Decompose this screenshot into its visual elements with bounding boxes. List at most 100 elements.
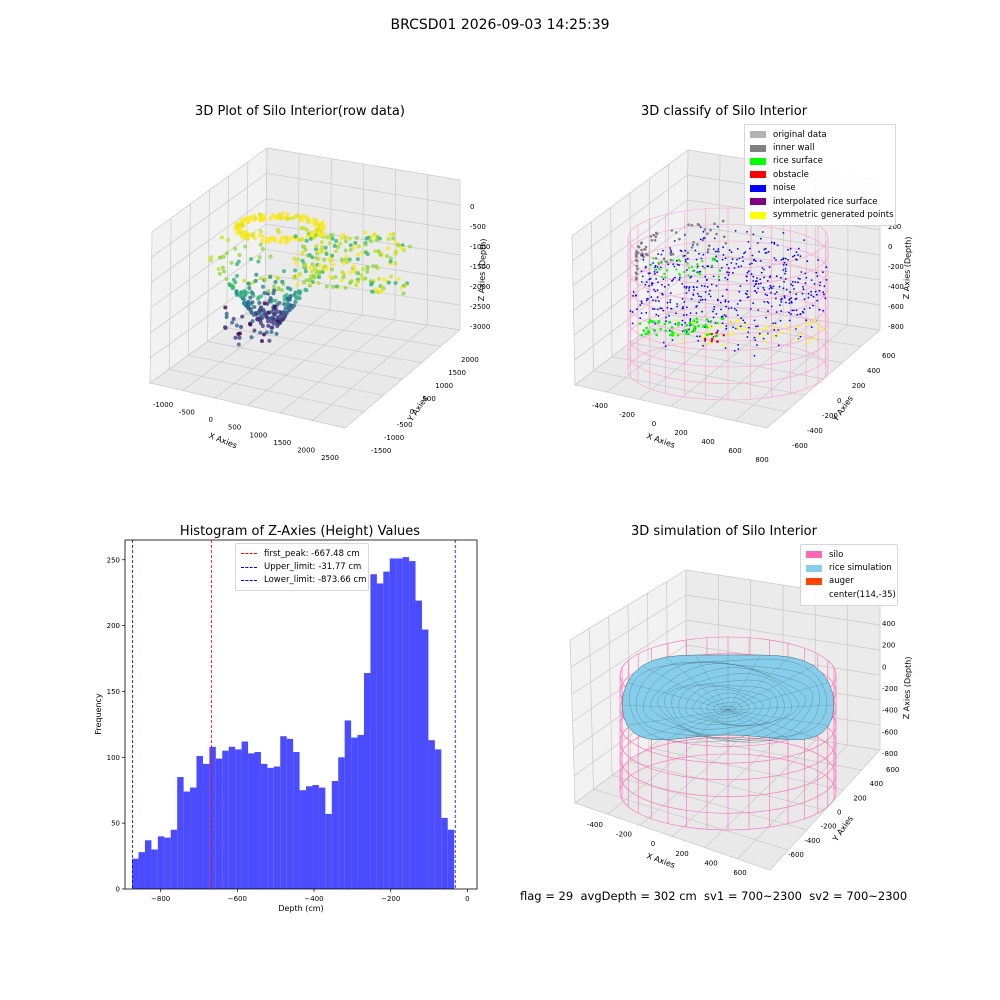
- surface-mesh-line: [678, 684, 778, 726]
- data-point: [725, 327, 728, 330]
- data-point: [649, 272, 651, 274]
- data-point: [765, 327, 768, 331]
- data-point: [719, 301, 722, 304]
- data-point: [655, 278, 657, 280]
- data-point: [698, 301, 700, 304]
- data-point: [287, 235, 292, 240]
- data-point: [351, 264, 356, 269]
- data-point: [674, 231, 678, 234]
- data-point: [685, 314, 688, 316]
- data-point: [794, 281, 797, 283]
- data-point: [669, 292, 672, 294]
- data-point: [278, 240, 283, 245]
- data-point: [681, 340, 684, 343]
- z-tick-label: -800: [888, 323, 904, 331]
- data-point: [260, 339, 264, 343]
- data-point: [756, 325, 759, 328]
- data-point: [671, 280, 673, 282]
- x-tick-label: -400: [587, 821, 603, 829]
- data-point: [816, 323, 819, 326]
- data-point: [267, 338, 272, 343]
- data-point: [344, 254, 349, 259]
- data-point: [689, 312, 692, 314]
- data-point: [224, 277, 229, 281]
- hist-ylabel: Frequency: [94, 693, 103, 735]
- data-point: [744, 251, 747, 254]
- data-point: [353, 240, 358, 245]
- data-point: [301, 216, 306, 221]
- data-point: [304, 278, 309, 283]
- data-point: [725, 315, 727, 318]
- data-point: [219, 235, 224, 240]
- data-point: [668, 315, 670, 317]
- surface-mesh-line: [665, 657, 729, 711]
- x-tick-label: −800: [151, 895, 170, 903]
- data-point: [714, 322, 717, 324]
- data-point: [237, 253, 242, 257]
- legend-line: [241, 566, 257, 568]
- data-point: [251, 213, 256, 218]
- data-point: [282, 314, 287, 319]
- data-point: [693, 325, 697, 329]
- legend-entry: noise: [750, 182, 890, 195]
- y-tick-label: 100: [107, 754, 120, 762]
- data-point: [670, 307, 673, 310]
- data-point: [759, 278, 762, 281]
- data-point: [776, 244, 779, 247]
- data-point: [637, 245, 641, 249]
- data-point: [246, 299, 251, 304]
- data-point: [258, 242, 263, 247]
- data-point: [679, 276, 681, 279]
- data-point: [314, 247, 318, 252]
- data-point: [665, 269, 669, 272]
- data-point: [763, 333, 766, 337]
- histogram-bar: [421, 629, 429, 889]
- x-tick-label: -1000: [153, 401, 173, 409]
- data-point: [749, 247, 751, 250]
- data-point: [639, 304, 642, 306]
- data-point: [784, 257, 787, 260]
- data-point: [645, 326, 648, 330]
- data-point: [277, 314, 282, 319]
- data-point: [663, 272, 666, 275]
- z-tick-label: -3000: [470, 323, 490, 331]
- x-tick-label: 200: [674, 429, 687, 437]
- data-point: [663, 285, 666, 288]
- z-tick-label: -600: [888, 303, 904, 311]
- data-point: [793, 254, 796, 257]
- data-point: [224, 311, 229, 316]
- data-point: [222, 269, 227, 274]
- data-point: [668, 329, 671, 332]
- data-point: [656, 308, 659, 311]
- data-point: [299, 226, 304, 230]
- histogram-bar: [447, 829, 455, 889]
- data-point: [751, 262, 753, 265]
- data-point: [788, 311, 790, 314]
- data-point: [659, 307, 662, 309]
- data-point: [704, 275, 707, 278]
- data-point: [746, 271, 749, 274]
- data-point: [731, 258, 734, 261]
- y-tick-label: -600: [792, 442, 808, 450]
- histogram-bar: [164, 837, 171, 889]
- plot1-zlabel: Z Axies (Depth): [477, 238, 488, 301]
- data-point: [407, 244, 412, 249]
- data-point: [782, 269, 785, 271]
- data-point: [651, 284, 653, 286]
- legend-label: silo: [829, 549, 844, 560]
- data-point: [268, 275, 273, 279]
- data-point: [258, 309, 263, 313]
- data-point: [674, 276, 676, 279]
- data-point: [670, 229, 674, 232]
- data-point: [766, 301, 769, 303]
- data-point: [669, 258, 673, 262]
- data-point: [657, 281, 659, 284]
- data-point: [376, 249, 381, 254]
- data-point: [671, 259, 675, 262]
- histogram-bar: [132, 858, 139, 889]
- data-point: [277, 212, 282, 217]
- surface-mesh-line: [727, 709, 829, 726]
- histogram-bar: [190, 787, 197, 889]
- data-point: [312, 275, 317, 280]
- data-point: [640, 281, 643, 283]
